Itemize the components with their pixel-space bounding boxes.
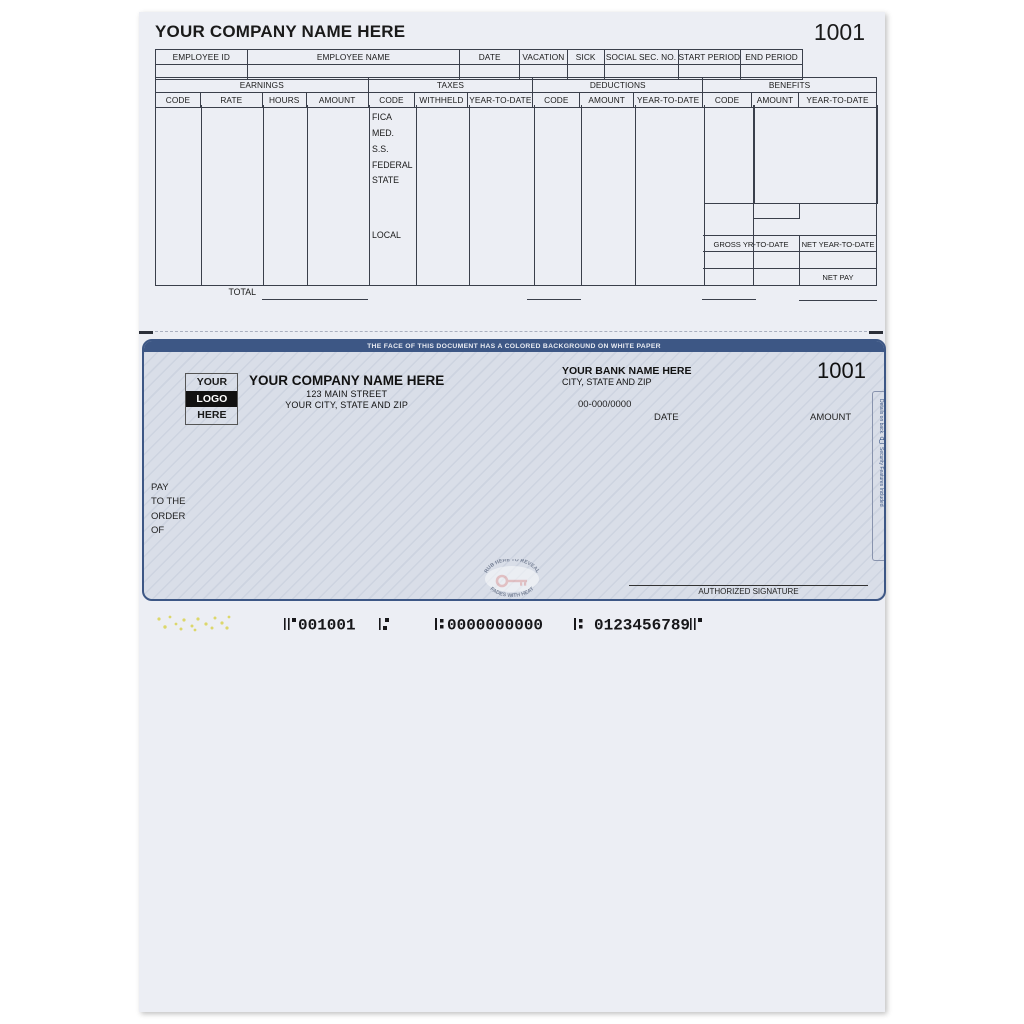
svg-text:0123456789: 0123456789: [594, 617, 690, 635]
svg-text:0000000000: 0000000000: [447, 617, 543, 635]
svg-text:001001: 001001: [298, 617, 356, 635]
